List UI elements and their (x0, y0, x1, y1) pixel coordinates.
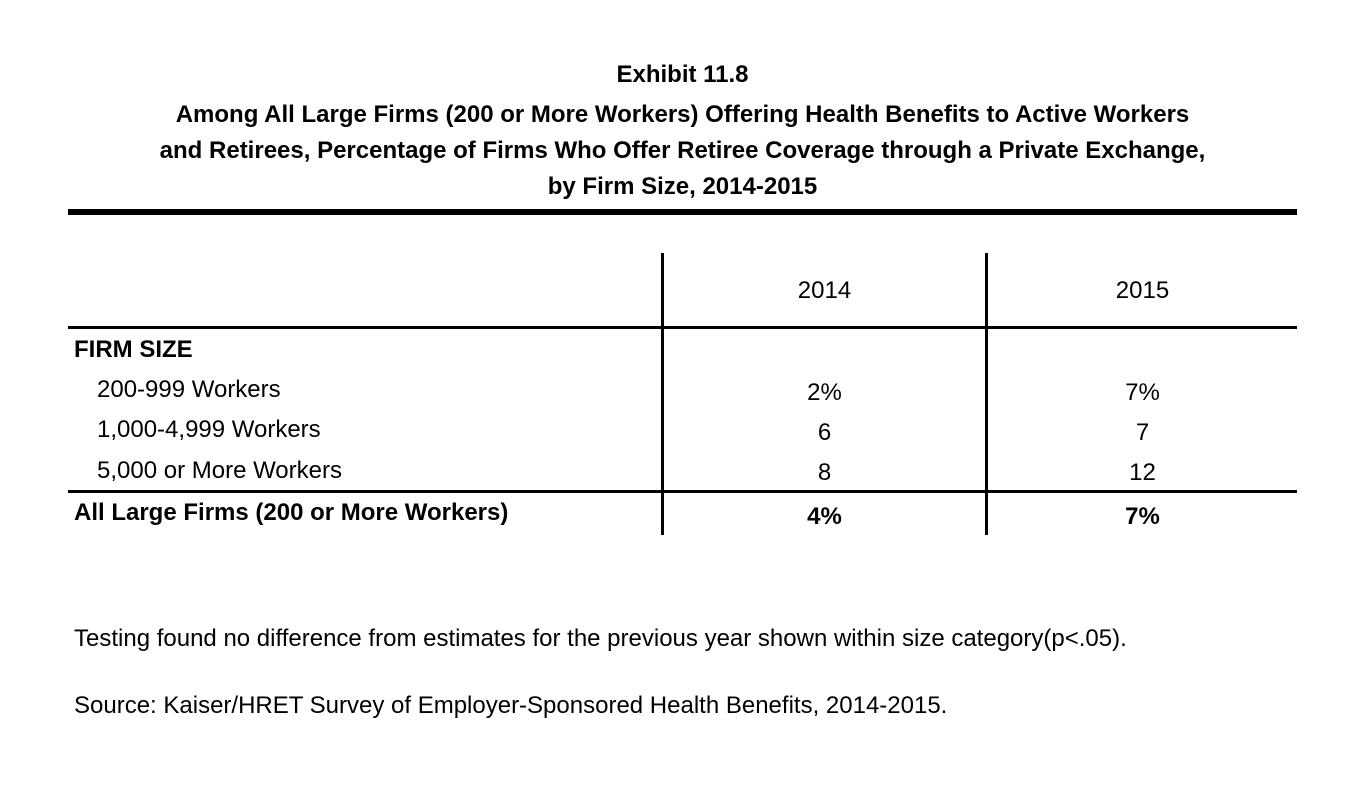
source-note: Source: Kaiser/HRET Survey of Employer-S… (74, 692, 948, 719)
subtitle-line: and Retirees, Percentage of Firms Who Of… (159, 137, 1206, 164)
section-header-firm-size: FIRM SIZE (74, 336, 193, 363)
column-divider-2014 (661, 253, 664, 535)
column-header-2014: 2014 (797, 277, 852, 304)
row-label: 1,000-4,999 Workers (97, 416, 321, 443)
exhibit-title-block: Exhibit 11.8 Among All Large Firms (200 … (68, 59, 1297, 205)
row-label: 200-999 Workers (97, 376, 281, 403)
subtitle-line: Among All Large Firms (200 or More Worke… (175, 101, 1190, 128)
row-value-2014: 6 (817, 419, 832, 446)
column-divider-2015 (985, 253, 988, 535)
header-divider (68, 326, 1297, 329)
testing-note: Testing found no difference from estimat… (74, 625, 1127, 652)
row-value-2015: 7 (1135, 419, 1150, 446)
title-divider (68, 209, 1297, 215)
exhibit-title: Exhibit 11.8 (616, 61, 749, 88)
row-value-2015: 12 (1129, 459, 1156, 486)
exhibit-subtitle: Among All Large Firms (200 or More Worke… (68, 97, 1297, 205)
total-divider (68, 490, 1297, 493)
row-label: 5,000 or More Workers (97, 457, 342, 484)
row-value-2014: 2% (807, 379, 842, 406)
row-value-2014: 8 (817, 459, 832, 486)
total-row-label: All Large Firms (200 or More Workers) (74, 499, 509, 526)
subtitle-line: by Firm Size, 2014-2015 (547, 173, 818, 200)
row-value-2015: 7% (1125, 379, 1160, 406)
total-value-2014: 4% (807, 503, 842, 530)
column-header-2015: 2015 (1115, 277, 1170, 304)
total-value-2015: 7% (1125, 503, 1160, 530)
